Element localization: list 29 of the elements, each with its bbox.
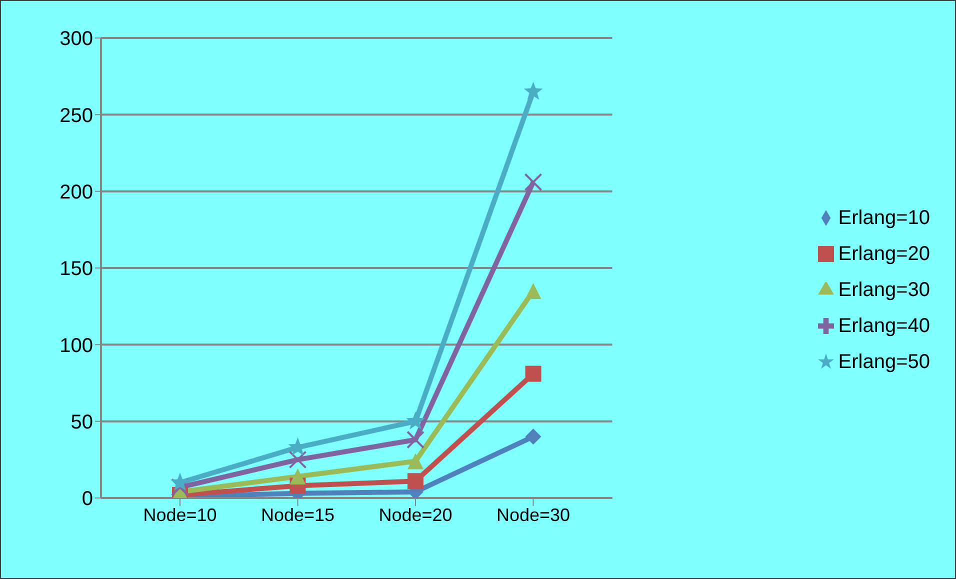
y-tick-label: 250	[60, 104, 93, 127]
x-tick-label: Node=15	[260, 504, 335, 525]
point	[525, 366, 542, 382]
x-tick-label: Node=20	[378, 504, 452, 525]
y-tick-label: 100	[60, 334, 93, 357]
legend-label: Erlang=10	[838, 206, 930, 228]
legend-label: Erlang=20	[838, 242, 930, 264]
legend-label: Erlang=50	[838, 350, 930, 372]
legend-label: Erlang=30	[838, 278, 930, 300]
point	[288, 450, 307, 469]
y-tick-label: 0	[82, 488, 93, 510]
legend-label: Erlang=40	[838, 314, 930, 336]
point	[290, 468, 306, 485]
y-tick-label: 150	[60, 258, 93, 280]
point	[524, 82, 543, 100]
point	[525, 283, 542, 299]
point	[406, 411, 426, 430]
point	[170, 472, 190, 491]
x-tick-label: Node=10	[143, 504, 217, 525]
point	[525, 428, 542, 445]
point	[408, 473, 424, 490]
point	[408, 453, 424, 470]
y-tick-label: 300	[60, 28, 93, 50]
point	[406, 430, 424, 449]
y-tick-label: 200	[60, 181, 93, 204]
y-tick-label: 50	[70, 411, 93, 434]
point	[171, 478, 189, 496]
x-tick-label: Node=30	[496, 504, 570, 525]
point	[524, 173, 542, 192]
